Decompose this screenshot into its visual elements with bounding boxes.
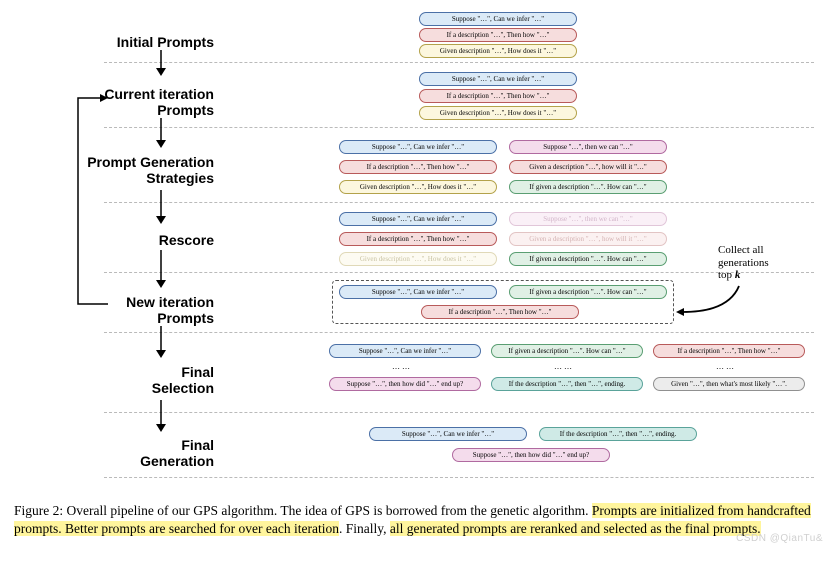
ellipsis: …… xyxy=(554,362,574,371)
prompt-pill: Suppose "…", Can we infer "…" xyxy=(419,72,577,86)
stage-label-newiter: New iteration Prompts xyxy=(126,294,214,326)
caption-highlight-2: all generated prompts are reranked and s… xyxy=(390,521,761,536)
arrow-down-icon xyxy=(154,50,168,76)
arrow-down-icon xyxy=(154,400,168,432)
prompt-pill: If given a description "…". How can "…" xyxy=(509,252,667,266)
prompt-pill: If a description "…", Then how "…" xyxy=(421,305,579,319)
annot-line2: generations xyxy=(718,257,769,269)
caption-mid: . Finally, xyxy=(339,521,390,536)
prompt-pill: If the description "…", then "…", ending… xyxy=(539,427,697,441)
ellipsis: …… xyxy=(716,362,736,371)
annot-line1: Collect all xyxy=(718,244,764,256)
prompt-pill-faded: Suppose "…", then we can "…" xyxy=(509,212,667,226)
prompt-pill: If given a description "…". How can "…" xyxy=(491,344,643,358)
prompt-pill: If a description "…", Then how "…" xyxy=(339,232,497,246)
prompt-pill: If the description "…", then "…", ending… xyxy=(491,377,643,391)
loop-arrow-icon xyxy=(72,94,112,313)
prompt-pill: If a description "…", Then how "…" xyxy=(419,89,577,103)
prompt-pill: Suppose "…", Can we infer "…" xyxy=(339,285,497,299)
prompt-pill: Suppose "…", Can we infer "…" xyxy=(339,140,497,154)
stage-label-finalgen: Final Generation xyxy=(140,437,214,469)
prompt-pill: If a description "…", Then how "…" xyxy=(653,344,805,358)
prompt-pill: If given a description "…". How can "…" xyxy=(509,285,667,299)
ellipsis: …… xyxy=(392,362,412,371)
prompt-pill: Given description "…", How does it "…" xyxy=(339,180,497,194)
watermark: CSDN @QianTu& xyxy=(736,533,823,544)
prompt-pill: Suppose "…", Can we infer "…" xyxy=(329,344,481,358)
stage-label-rescore: Rescore xyxy=(159,232,214,248)
prompt-pill: If given a description "…". How can "…" xyxy=(509,180,667,194)
prompt-pill: Suppose "…", then how did "…" end up? xyxy=(329,377,481,391)
annotation-collect: Collect all generations top k xyxy=(718,244,769,282)
arrow-down-icon xyxy=(154,118,168,148)
prompt-pill: Given description "…", How does it "…" xyxy=(419,44,577,58)
divider xyxy=(104,477,814,478)
arrow-down-icon xyxy=(154,326,168,358)
divider xyxy=(104,412,814,413)
caption-prefix: Figure 2: Overall pipeline of our GPS al… xyxy=(14,503,592,518)
prompt-pill: Given a description "…", how will it "…" xyxy=(509,160,667,174)
prompt-pill: Given description "…", How does it "…" xyxy=(419,106,577,120)
divider xyxy=(104,62,814,63)
pipeline-diagram: Initial Prompts Current iteration Prompt… xyxy=(14,12,814,492)
prompt-pill: Suppose "…", Can we infer "…" xyxy=(339,212,497,226)
stage-label-current: Current iteration Prompts xyxy=(104,86,214,118)
divider xyxy=(104,127,814,128)
prompt-pill: If a description "…", Then how "…" xyxy=(339,160,497,174)
divider xyxy=(104,332,814,333)
divider xyxy=(104,272,814,273)
stage-label-finalsel: Final Selection xyxy=(152,364,214,396)
arrow-down-icon xyxy=(154,250,168,288)
figure-caption: Figure 2: Overall pipeline of our GPS al… xyxy=(14,502,814,538)
annot-line3-prefix: top xyxy=(718,269,735,281)
prompt-pill: Suppose "…", Can we infer "…" xyxy=(419,12,577,26)
arrow-down-icon xyxy=(154,190,168,224)
curve-arrow-icon xyxy=(674,284,744,321)
prompt-pill: If a description "…", Then how "…" xyxy=(419,28,577,42)
prompt-pill: Suppose "…", then how did "…" end up? xyxy=(452,448,610,462)
prompt-pill: Given "…", then what's most likely "…". xyxy=(653,377,805,391)
prompt-pill-faded: Given description "…", How does it "…" xyxy=(339,252,497,266)
prompt-pill-faded: Given a description "…", how will it "…" xyxy=(509,232,667,246)
annot-k: k xyxy=(735,269,741,281)
prompt-pill: Suppose "…", Can we infer "…" xyxy=(369,427,527,441)
prompt-pill: Suppose "…", then we can "…" xyxy=(509,140,667,154)
divider xyxy=(104,202,814,203)
stage-label-initial: Initial Prompts xyxy=(117,34,214,50)
